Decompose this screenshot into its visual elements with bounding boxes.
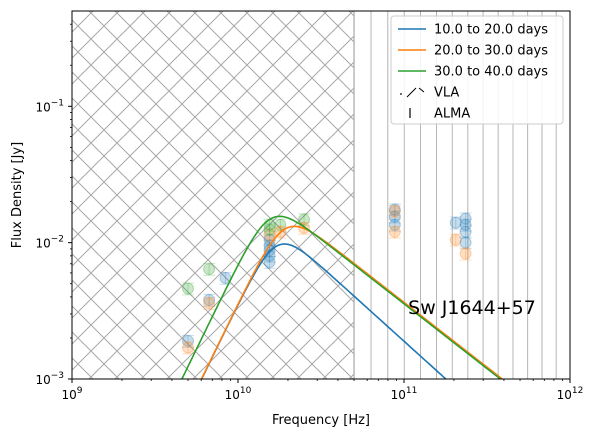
data-point	[460, 237, 471, 248]
x-axis: 109 1010 1011 1012	[61, 379, 583, 402]
data-point	[450, 234, 461, 245]
x-axis-label: Frequency [Hz]	[272, 413, 370, 428]
dot-mark	[400, 93, 402, 95]
crosshatch-region	[72, 11, 354, 379]
data-point	[183, 342, 194, 353]
legend-label: ALMA	[434, 107, 470, 122]
legend-label: 10.0 to 20.0 days	[434, 23, 548, 38]
data-point	[204, 264, 215, 275]
data-point	[389, 226, 400, 237]
source-annotation: Sw J1644+57	[408, 297, 536, 319]
data-point	[460, 226, 471, 237]
data-point	[264, 219, 275, 230]
y-axis: 10−3 10−2 10−1	[35, 24, 72, 387]
y-tick-label: 10−1	[35, 98, 64, 114]
x-tick-label: 109	[61, 386, 82, 402]
x-tick-label: 1011	[391, 386, 418, 402]
data-point	[460, 248, 471, 259]
y-tick-label: 10−2	[35, 235, 64, 251]
legend-label: 20.0 to 30.0 days	[434, 44, 548, 59]
y-tick-label: 10−3	[35, 371, 64, 387]
x-tick-label: 1012	[557, 386, 584, 402]
data-point	[389, 206, 400, 217]
y-axis-label: Flux Density [Jy]	[10, 142, 25, 248]
legend-label: VLA	[434, 86, 459, 101]
x-tick-label: 1010	[225, 386, 252, 402]
data-point	[204, 298, 215, 309]
data-point	[183, 283, 194, 294]
legend: 10.0 to 20.0 days 20.0 to 30.0 days 30.0 t…	[391, 16, 563, 124]
legend-label: 30.0 to 40.0 days	[434, 65, 548, 80]
